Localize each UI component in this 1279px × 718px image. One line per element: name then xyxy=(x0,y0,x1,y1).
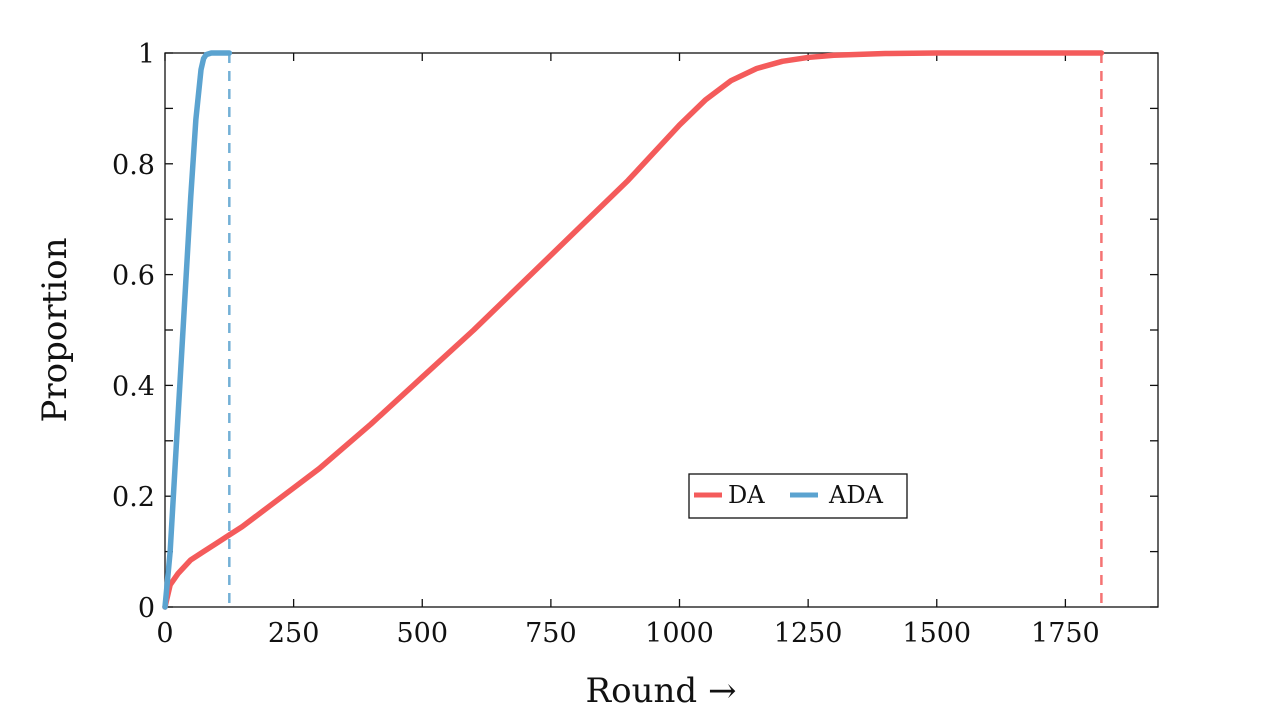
y-tick-label: 0.8 xyxy=(112,150,155,181)
axis-ticks xyxy=(164,52,1158,608)
x-tick-label: 750 xyxy=(525,618,577,649)
series-line-ada xyxy=(162,50,233,610)
x-tick-label: 1750 xyxy=(1031,618,1100,649)
x-tick-label: 500 xyxy=(396,618,448,649)
plot-frame xyxy=(164,52,1159,608)
x-tick-label: 0 xyxy=(156,618,173,649)
y-tick-label: 0 xyxy=(138,593,155,624)
legend: DA ADA xyxy=(688,473,908,519)
tick-labels: 0 250 500 750 1000 1250 1500 1750 0 0.2 0.4 0.6 0.8 1 xyxy=(112,39,1100,649)
x-axis-label: Round → xyxy=(586,671,737,711)
legend-label-ada: ADA xyxy=(828,481,884,509)
y-tick-label: 0.2 xyxy=(112,482,155,513)
end-markers xyxy=(228,53,1103,607)
legend-label-da: DA xyxy=(728,481,765,509)
y-tick-label: 0.6 xyxy=(112,261,155,292)
series-line-da xyxy=(162,50,1105,610)
y-tick-label: 1 xyxy=(138,39,155,70)
y-axis-label: Proportion xyxy=(35,238,75,423)
x-tick-label: 1250 xyxy=(774,618,843,649)
x-tick-label: 1500 xyxy=(902,618,971,649)
x-tick-label: 250 xyxy=(268,618,320,649)
series-lines xyxy=(162,50,1105,610)
x-tick-label: 1000 xyxy=(645,618,714,649)
y-tick-label: 0.4 xyxy=(112,371,155,402)
